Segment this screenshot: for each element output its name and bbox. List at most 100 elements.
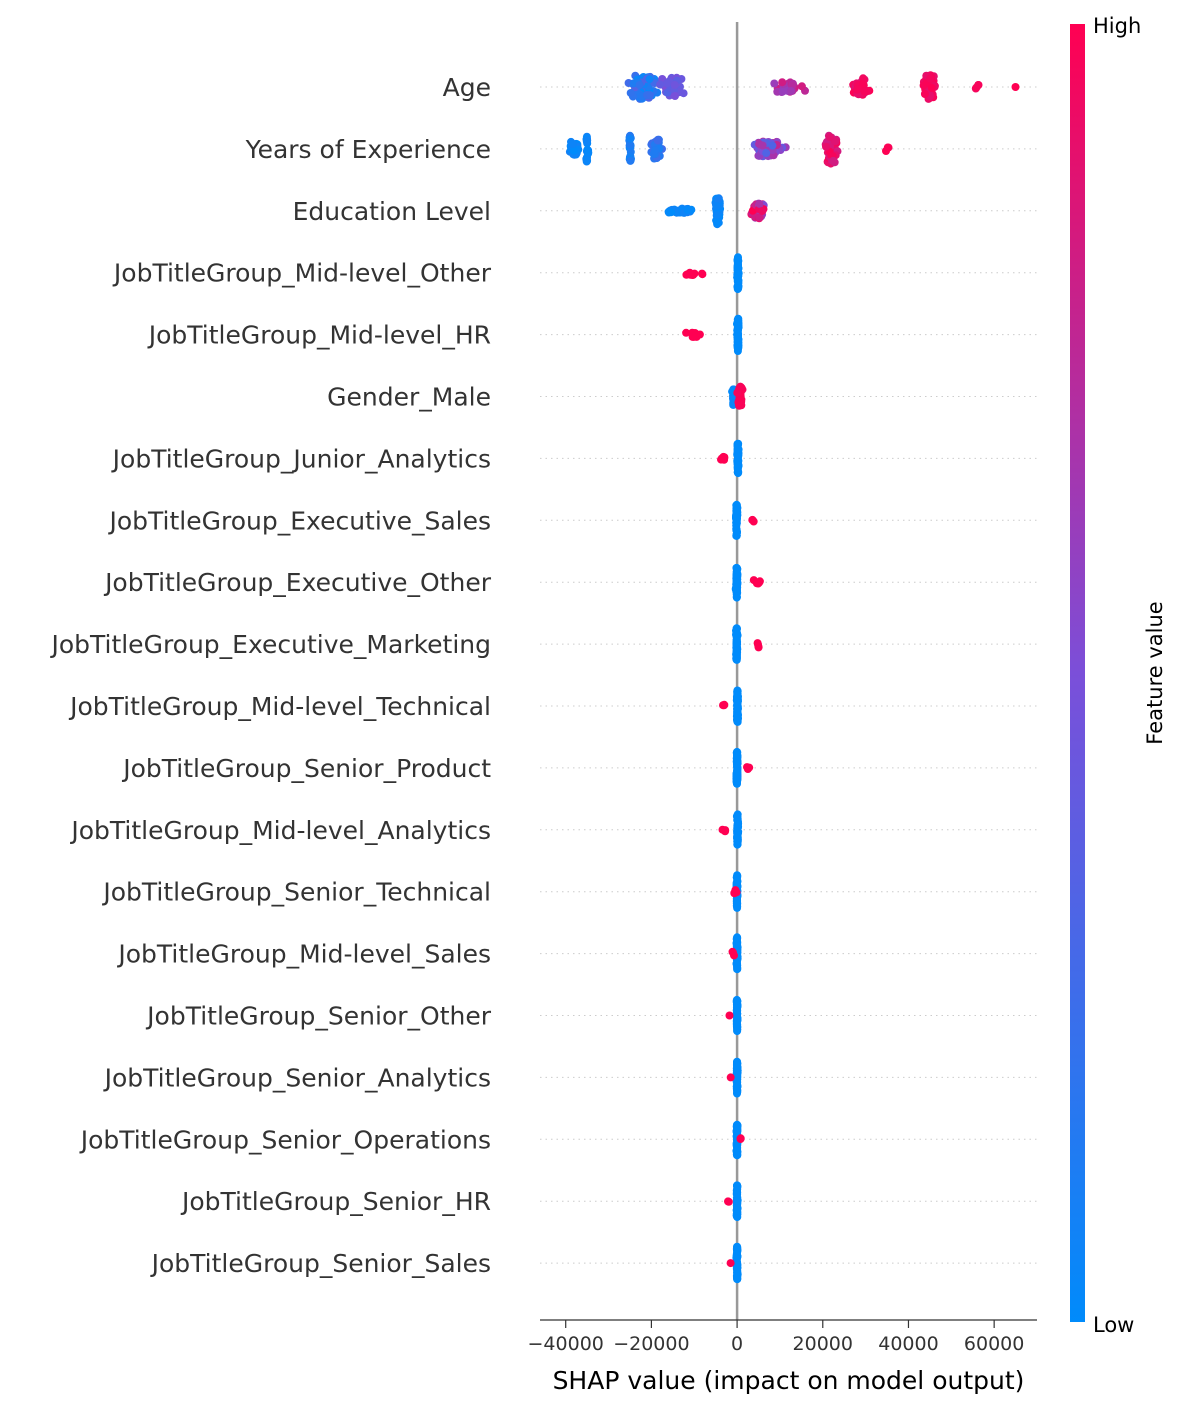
- shap-point: [653, 136, 662, 145]
- shap-point: [755, 213, 764, 222]
- shap-point: [671, 92, 679, 100]
- feature-label: Age: [443, 73, 491, 102]
- feature-label: JobTitleGroup_Senior_Other: [145, 1002, 492, 1031]
- shap-point: [732, 647, 741, 656]
- shap-point: [733, 388, 742, 397]
- shap-point: [762, 149, 771, 158]
- shap-point: [733, 692, 742, 701]
- shap-point: [730, 951, 738, 960]
- shap-point: [749, 576, 758, 585]
- shap-point: [733, 1121, 742, 1130]
- shap-point: [720, 455, 729, 464]
- x-tick-label: 20000: [793, 1333, 853, 1355]
- feature-label: JobTitleGroup_Senior_Sales: [150, 1249, 491, 1278]
- shap-point: [926, 74, 935, 83]
- feature-label: Years of Experience: [245, 135, 491, 164]
- shap-point: [733, 1197, 741, 1205]
- shap-point: [698, 270, 707, 279]
- shap-point: [733, 705, 742, 714]
- shap-point: [732, 529, 741, 538]
- feature-label: JobTitleGroup_Executive_Marketing: [49, 630, 491, 659]
- feature-label: JobTitleGroup_Mid-level_Other: [112, 259, 492, 288]
- shap-point: [831, 137, 840, 146]
- shap-point: [733, 941, 742, 949]
- shap-point: [683, 206, 692, 214]
- shap-point: [860, 87, 869, 96]
- feature-label: JobTitleGroup_Senior_HR: [180, 1187, 491, 1216]
- shap-point: [733, 1274, 742, 1283]
- shap-point: [733, 273, 742, 282]
- shap-point: [829, 156, 838, 165]
- shap-point: [733, 768, 742, 777]
- shap-point: [853, 85, 862, 94]
- feature-label: JobTitleGroup_Mid-level_Technical: [68, 692, 491, 721]
- shap-point: [734, 331, 742, 340]
- shap-point: [568, 140, 577, 148]
- shap-point: [920, 90, 929, 98]
- shap-point: [626, 89, 635, 97]
- colorbar-high-label: High: [1093, 14, 1141, 38]
- shap-point: [927, 83, 936, 92]
- shap-point: [724, 1197, 733, 1206]
- feature-label: JobTitleGroup_Senior_Technical: [101, 878, 491, 907]
- shap-point: [733, 751, 742, 760]
- shap-point: [734, 461, 743, 470]
- shap-point: [733, 760, 742, 768]
- shap-point: [733, 1182, 742, 1190]
- feature-label: Education Level: [293, 197, 491, 226]
- shap-point: [734, 314, 743, 323]
- shap-point: [825, 133, 834, 142]
- feature-label: JobTitleGroup_Junior_Analytics: [111, 444, 491, 473]
- shap-point: [733, 1127, 742, 1136]
- x-axis-label: SHAP value (impact on model output): [553, 1366, 1025, 1395]
- shap-point: [768, 141, 777, 150]
- shap-point: [732, 506, 741, 515]
- shap-point: [725, 1011, 734, 1020]
- feature-labels: Age Years of Experience Education Level Job…: [49, 73, 491, 1278]
- shap-point: [670, 81, 679, 89]
- shap-point: [733, 1027, 742, 1036]
- shap-point: [748, 516, 757, 525]
- shap-point: [797, 82, 806, 91]
- shap-point: [679, 89, 688, 98]
- shap-point: [569, 146, 578, 155]
- shap-point: [733, 871, 742, 880]
- shap-point: [758, 207, 767, 215]
- shap-point: [732, 777, 741, 786]
- shap-point: [582, 137, 591, 146]
- shap-point: [859, 80, 867, 89]
- shap-point: [733, 1075, 742, 1084]
- shap-point: [732, 1084, 741, 1093]
- shap-point: [735, 401, 744, 410]
- shap-point: [719, 701, 727, 710]
- shap-point: [651, 146, 660, 155]
- shap-point: [733, 714, 742, 723]
- shap-point: [645, 75, 654, 84]
- shap-point: [683, 270, 692, 279]
- shap-point: [733, 565, 742, 574]
- shap-point: [714, 195, 723, 204]
- shap-point: [755, 199, 764, 208]
- shap-point: [734, 282, 743, 291]
- shap-point: [733, 263, 742, 272]
- shap-point: [682, 328, 691, 337]
- feature-label: JobTitleGroup_Mid-level_Analytics: [69, 816, 491, 845]
- shap-point: [656, 80, 665, 89]
- feature-label: JobTitleGroup_Mid-level_HR: [147, 321, 491, 350]
- shap-point: [758, 141, 767, 150]
- shap-point: [736, 382, 745, 391]
- shap-point: [625, 140, 634, 149]
- shap-point: [770, 79, 779, 88]
- shap-point: [732, 654, 741, 663]
- colorbar-title: Feature value: [1143, 601, 1167, 744]
- feature-label: JobTitleGroup_Mid-level_Sales: [116, 940, 491, 969]
- shap-point: [662, 79, 671, 88]
- shap-point: [733, 1151, 742, 1160]
- shap-point: [732, 935, 741, 943]
- x-tick-label: −20000: [613, 1333, 689, 1355]
- shap-point: [646, 91, 655, 100]
- shap-points: [565, 71, 1020, 1284]
- feature-label: JobTitleGroup_Executive_Other: [103, 568, 492, 597]
- shap-point: [626, 134, 635, 143]
